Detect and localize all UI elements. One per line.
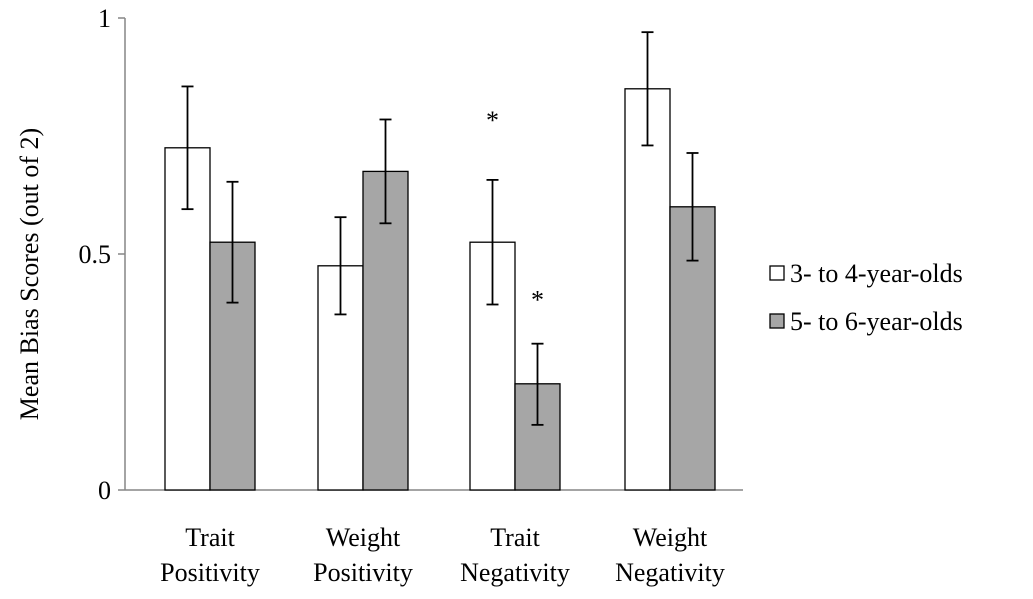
annotations: ** [486, 106, 544, 314]
x-tick-label: Positivity [160, 558, 260, 587]
bar [624, 88, 671, 491]
bar [514, 383, 561, 491]
x-tick-label: Trait [490, 523, 540, 552]
y-tick-label: 0 [98, 476, 111, 505]
legend-swatch [769, 313, 785, 329]
bar [362, 170, 409, 491]
legend-label: 5- to 6-year-olds [790, 307, 963, 336]
x-tick-label: Trait [185, 523, 235, 552]
error-bars [181, 31, 699, 426]
y-tick-label: 1 [98, 4, 111, 33]
y-axis-label: Mean Bias Scores (out of 2) [15, 128, 44, 420]
legend-label: 3- to 4-year-olds [790, 259, 963, 288]
y-tick-label: 0.5 [79, 240, 112, 269]
significance-marker: * [486, 106, 499, 135]
legend-swatch [769, 265, 785, 281]
significance-marker: * [531, 285, 544, 314]
bar [669, 206, 716, 491]
x-tick-label: Weight [326, 523, 401, 552]
x-tick-label: Negativity [615, 558, 725, 587]
axis-labels: Mean Bias Scores (out of 2) Trait Positivi… [15, 128, 725, 587]
legend: 3- to 4-year-olds 5- to 6-year-olds [769, 259, 963, 336]
x-tick-label: Positivity [313, 558, 413, 587]
x-tick-label: Negativity [460, 558, 570, 587]
x-tick-label: Weight [633, 523, 708, 552]
bars [164, 88, 716, 491]
